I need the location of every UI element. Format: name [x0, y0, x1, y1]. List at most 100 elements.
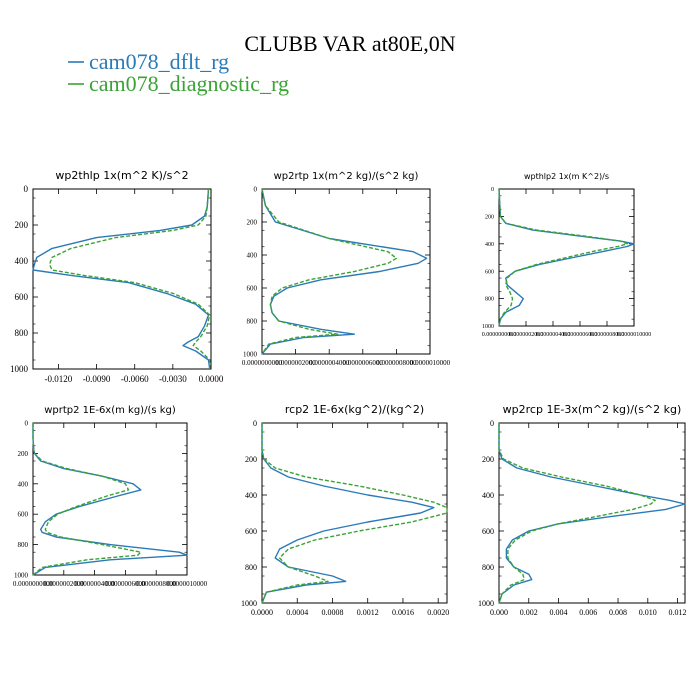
legend-label-diagnostic: cam078_diagnostic_rg	[89, 71, 289, 96]
x-tick-label: -0.0120	[45, 374, 73, 384]
x-tick-label: -0.0090	[83, 374, 111, 384]
y-tick-label: 400	[247, 251, 258, 259]
series-line-diagnostic	[498, 188, 628, 327]
y-tick-label: 400	[15, 256, 29, 266]
y-tick-label: 0	[490, 419, 494, 428]
y-tick-label: 0	[491, 187, 494, 193]
y-tick-label: 600	[15, 292, 29, 302]
y-tick-label: 0	[24, 184, 29, 194]
x-tick-label: 0.000	[490, 608, 508, 617]
x-tick-label: 0.0004	[286, 608, 308, 617]
plot-frame	[32, 188, 212, 370]
plot-frame	[32, 422, 188, 576]
y-tick-label: 600	[18, 511, 29, 519]
panel-2: wp2rtp 1x(m^2 kg)/(s^2 kg) 0 200 400 600 800 1…	[242, 171, 451, 367]
panels: wp2thlp 1x(m^2 K)/s^2 0 200 400 600 800 1000 -0…	[10, 169, 687, 617]
legend-label-dflt: cam078_dflt_rg	[89, 49, 229, 74]
y-tick-label: 200	[245, 455, 257, 464]
x-tick-label: 0.012	[669, 608, 687, 617]
panel-1: wp2thlp 1x(m^2 K)/s^2 0 200 400 600 800 1000 -0…	[10, 169, 224, 384]
plot-frame	[498, 422, 686, 604]
x-tick-label: 0.0000002000	[275, 359, 316, 367]
y-tick-label: 200	[485, 215, 494, 221]
panel-5: rcp2 1E-6x(kg^2)/(kg^2) 0 200 400 600 800 1000…	[241, 403, 449, 617]
x-tick-label: 0.008	[609, 608, 627, 617]
x-tick-label: 0.0000010000	[617, 332, 652, 338]
y-tick-label: 200	[15, 220, 29, 230]
y-tick-label: 800	[485, 297, 494, 303]
x-tick-label: 0.0000006000	[343, 359, 384, 367]
x-tick-label: 0.004	[550, 608, 568, 617]
series-line-dflt	[261, 423, 435, 604]
x-tick-label: 0.0000006000	[105, 580, 146, 588]
x-tick-label: 0.0000004000	[74, 580, 115, 588]
x-tick-label: 0.0000	[199, 374, 224, 384]
series-line-diagnostic	[261, 423, 448, 604]
y-tick-label: 200	[18, 450, 29, 458]
y-tick-label: 1000	[482, 324, 494, 330]
y-tick-label: 800	[247, 317, 258, 325]
x-tick-label: 0.0000010000	[167, 580, 208, 588]
plot-frame	[261, 422, 448, 604]
x-tick-label: 0.002	[520, 608, 538, 617]
panel-title: wpthlp2 1x(m K^2)/s	[524, 172, 609, 181]
x-tick-label: -0.0030	[159, 374, 187, 384]
x-tick-label: 0.0020	[427, 608, 449, 617]
y-tick-label: 400	[18, 480, 29, 488]
panel-title: wprtp2 1E-6x(m kg)/(s kg)	[44, 405, 176, 416]
series-line-dflt	[32, 423, 188, 576]
x-tick-label: 0.0000008000	[136, 580, 177, 588]
series-line-diagnostic	[32, 423, 142, 576]
y-tick-label: 600	[245, 527, 257, 536]
y-tick-label: 600	[247, 284, 258, 292]
x-tick-label: 0.0000004000	[536, 332, 571, 338]
x-tick-label: 0.0000010000	[410, 359, 451, 367]
y-tick-label: 600	[482, 527, 494, 536]
series-line-diagnostic	[48, 188, 211, 369]
panel-title: wp2thlp 1x(m^2 K)/s^2	[55, 169, 188, 182]
y-tick-label: 800	[482, 563, 494, 572]
legend: cam078_dflt_rg cam078_diagnostic_rg	[68, 49, 289, 96]
figure-title: CLUBB VAR at80E,0N	[244, 31, 455, 56]
x-tick-label: 0.0016	[392, 608, 414, 617]
x-tick-label: 0.0000	[251, 608, 273, 617]
y-tick-label: 200	[482, 455, 494, 464]
y-tick-label: 0	[253, 419, 257, 428]
panel-title: wp2rtp 1x(m^2 kg)/(s^2 kg)	[274, 171, 419, 182]
y-tick-label: 800	[18, 541, 29, 549]
y-tick-label: 400	[245, 491, 257, 500]
series-line-dflt	[32, 188, 211, 370]
panel-6: wp2rcp 1E-3x(m^2 kg)/(s^2 kg) 0 200 400 600 8…	[478, 403, 687, 617]
y-tick-label: 600	[485, 269, 494, 275]
x-tick-label: 0.0000008000	[590, 332, 625, 338]
x-tick-label: 0.010	[639, 608, 657, 617]
x-tick-label: 0.0008	[321, 608, 343, 617]
y-tick-label: 1000	[243, 350, 258, 358]
x-tick-label: 0.0000008000	[376, 359, 417, 367]
y-tick-label: 200	[247, 218, 258, 226]
y-tick-label: 1000	[241, 599, 257, 608]
x-tick-label: 0.0000004000	[309, 359, 350, 367]
series-line-diagnostic	[261, 188, 398, 355]
plot-frame	[261, 188, 431, 355]
y-tick-label: 400	[485, 242, 494, 248]
y-tick-label: 0	[25, 419, 29, 427]
x-tick-label: 0.0000000000	[13, 580, 54, 588]
y-tick-label: 0	[254, 185, 258, 193]
y-tick-label: 800	[245, 563, 257, 572]
series-line-diagnostic	[498, 423, 656, 604]
x-tick-label: 0.0012	[357, 608, 379, 617]
x-tick-label: -0.0060	[121, 374, 149, 384]
y-tick-label: 1000	[478, 599, 494, 608]
x-tick-label: 0.0000002000	[44, 580, 85, 588]
series-line-dflt	[261, 188, 428, 355]
x-tick-label: 0.0000000000	[482, 332, 517, 338]
y-tick-label: 800	[15, 328, 29, 338]
panel-3: wpthlp2 1x(m K^2)/s 0 200 400 600 800 1000 0.00…	[482, 172, 652, 338]
panel-title: wp2rcp 1E-3x(m^2 kg)/(s^2 kg)	[503, 403, 682, 416]
series-line-dflt	[498, 423, 686, 604]
y-tick-label: 1000	[10, 364, 29, 374]
y-tick-label: 1000	[14, 571, 29, 579]
x-tick-label: 0.0000000000	[242, 359, 283, 367]
